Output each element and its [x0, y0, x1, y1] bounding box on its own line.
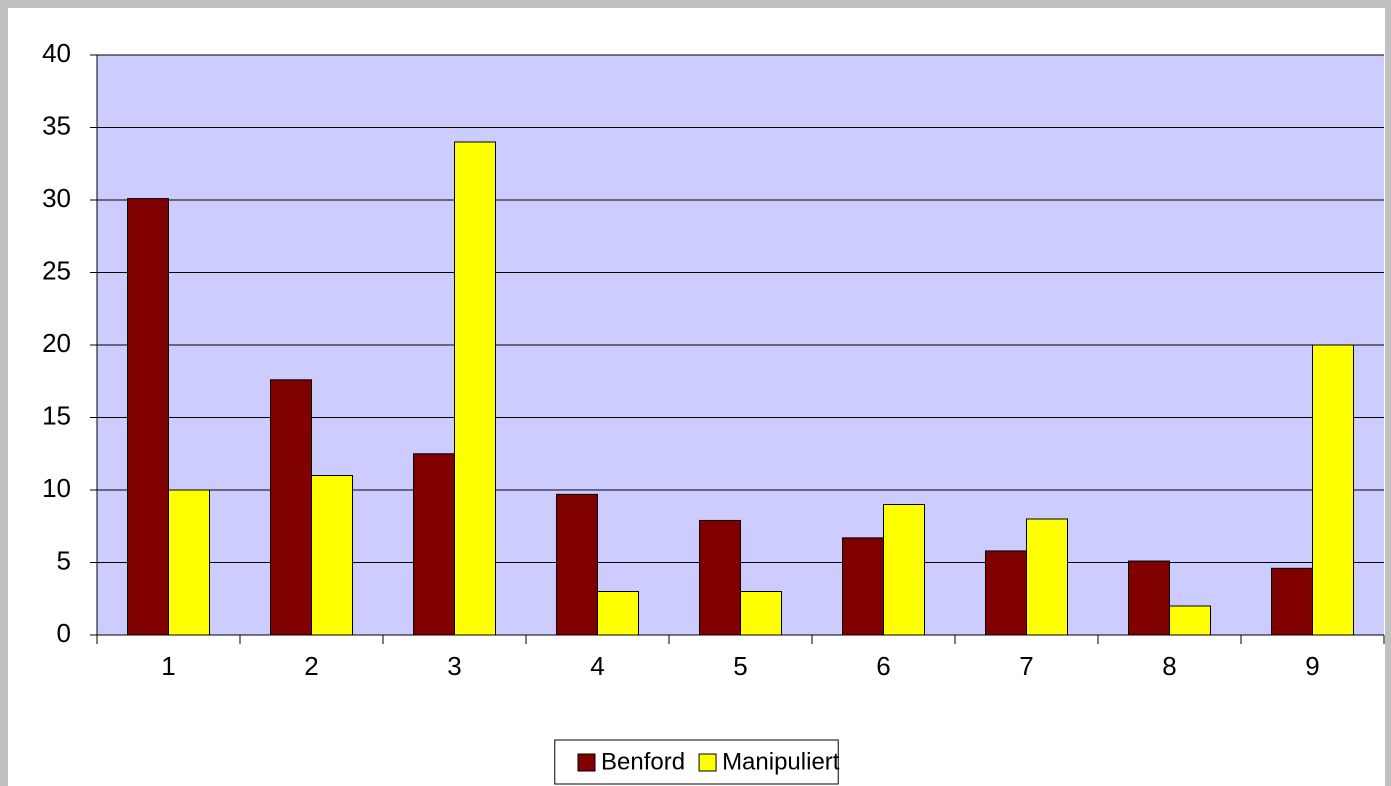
bar	[270, 379, 312, 636]
x-tick-label: 6	[876, 651, 890, 681]
bar	[127, 198, 169, 636]
legend	[554, 739, 839, 785]
y-tick-label: 40	[42, 38, 71, 68]
y-tick-label: 5	[57, 545, 71, 575]
y-tick-label: 10	[42, 473, 71, 503]
legend-swatch	[577, 753, 596, 772]
x-tick-label: 3	[447, 651, 461, 681]
bar	[883, 504, 925, 636]
y-tick-label: 35	[42, 110, 71, 140]
bar	[311, 475, 353, 636]
bar	[1312, 344, 1354, 636]
bar	[740, 591, 782, 636]
bar	[1128, 560, 1170, 636]
bar	[597, 591, 639, 636]
y-tick-label: 25	[42, 255, 71, 285]
bar	[985, 550, 1027, 636]
y-tick-label: 20	[42, 328, 71, 358]
y-tick-label: 0	[57, 618, 71, 648]
x-tick-label: 2	[304, 651, 318, 681]
legend-swatch	[698, 753, 717, 772]
x-tick-label: 5	[733, 651, 747, 681]
bar	[1026, 518, 1068, 636]
bar	[454, 141, 496, 636]
x-tick-label: 9	[1305, 651, 1319, 681]
bar	[1271, 567, 1313, 636]
y-tick-label: 30	[42, 183, 71, 213]
x-tick-label: 7	[1019, 651, 1033, 681]
bar	[699, 519, 741, 636]
x-tick-label: 8	[1162, 651, 1176, 681]
bar	[556, 493, 598, 636]
legend-label: Manipuliert	[722, 748, 840, 775]
bar	[842, 537, 884, 636]
bar	[1169, 605, 1211, 636]
bar	[168, 489, 210, 636]
y-tick-label: 15	[42, 400, 71, 430]
bar	[413, 453, 455, 636]
x-tick-label: 4	[590, 651, 604, 681]
x-tick-label: 1	[161, 651, 175, 681]
legend-label: Benford	[601, 748, 685, 775]
